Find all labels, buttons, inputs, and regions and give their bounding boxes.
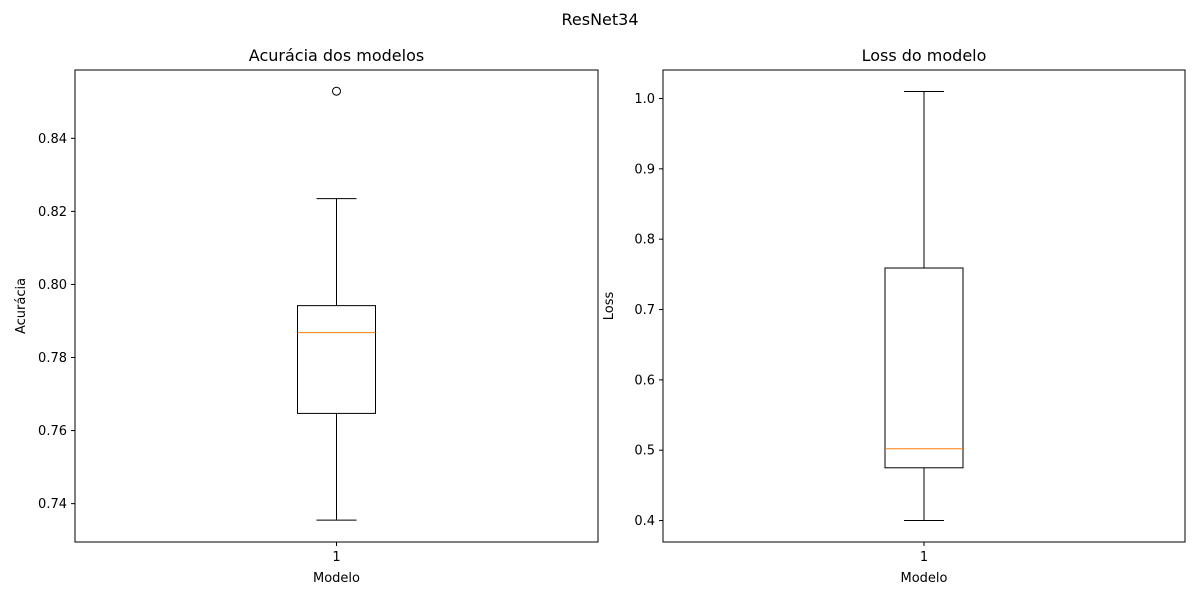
x-tick-label: 1 — [332, 550, 340, 565]
y-tick-label: 0.84 — [38, 132, 67, 147]
y-tick-label: 0.7 — [634, 303, 655, 318]
box-iqr — [884, 267, 964, 469]
axes-2: 0.4 0.5 0.6 0.7 0.8 0.9 1.0 1 Loss do modelo Mode… — [602, 46, 1186, 586]
axes-1: 0.74 0.76 0.78 0.80 0.82 0.84 1 Acurácia dos mo… — [14, 46, 599, 586]
y-axis-label: Acurácia — [14, 278, 29, 334]
y-tick-label: 0.74 — [38, 497, 67, 512]
outlier-point — [332, 86, 341, 96]
axes-title: Loss do modelo — [862, 46, 987, 65]
y-tick-label: 0.5 — [634, 444, 655, 459]
axes-title: Acurácia dos modelos — [249, 46, 424, 65]
y-tick-label: 0.9 — [634, 162, 655, 177]
y-tick-label: 0.4 — [634, 514, 655, 529]
box-iqr — [297, 305, 376, 414]
figure-suptitle: ResNet34 — [561, 10, 638, 29]
x-axis-label: Modelo — [901, 571, 948, 586]
x-tick-label: 1 — [920, 550, 928, 565]
y-tick-label: 0.76 — [38, 424, 67, 439]
y-axis-label: Loss — [602, 292, 617, 321]
x-axis-label: Modelo — [313, 571, 360, 586]
y-tick-label: 0.6 — [634, 373, 655, 388]
y-tick-label: 0.8 — [634, 233, 655, 248]
y-tick-label: 1.0 — [634, 92, 655, 107]
y-tick-label: 0.78 — [38, 351, 67, 366]
axes-container: 0.74 0.76 0.78 0.80 0.82 0.84 1 Acurácia dos mo… — [14, 46, 1186, 586]
y-tick-label: 0.80 — [38, 278, 67, 293]
y-tick-label: 0.82 — [38, 205, 67, 220]
